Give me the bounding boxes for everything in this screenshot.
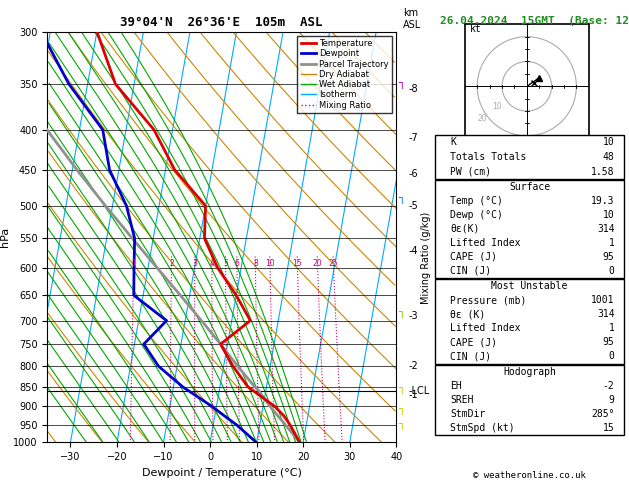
Text: Dewp (°C): Dewp (°C)	[450, 210, 503, 220]
Text: km
ASL: km ASL	[403, 8, 421, 30]
Text: Pressure (mb): Pressure (mb)	[450, 295, 526, 305]
Text: 8: 8	[253, 259, 258, 268]
Text: 1: 1	[609, 323, 615, 333]
Text: -1: -1	[409, 390, 419, 400]
Text: 4: 4	[209, 259, 214, 268]
Text: 10: 10	[603, 138, 615, 147]
Text: Most Unstable: Most Unstable	[491, 281, 568, 291]
Text: -2: -2	[409, 361, 419, 371]
Text: ┐: ┐	[398, 420, 404, 430]
Text: 1: 1	[131, 259, 136, 268]
Text: 20: 20	[477, 114, 487, 123]
Text: 285°: 285°	[591, 409, 615, 419]
Text: 9: 9	[609, 395, 615, 405]
Text: 6: 6	[235, 259, 240, 268]
Text: 26.04.2024  15GMT  (Base: 12): 26.04.2024 15GMT (Base: 12)	[440, 16, 629, 26]
Text: kt: kt	[470, 24, 482, 34]
Text: θε(K): θε(K)	[450, 224, 480, 234]
Text: 314: 314	[597, 309, 615, 319]
Text: 0: 0	[609, 351, 615, 362]
Text: CAPE (J): CAPE (J)	[450, 337, 498, 347]
Text: Mixing Ratio (g/kg): Mixing Ratio (g/kg)	[421, 211, 431, 304]
Text: 10: 10	[493, 102, 502, 111]
Text: -LCL: -LCL	[409, 386, 430, 396]
Text: 15: 15	[292, 259, 303, 268]
Text: ┐: ┐	[398, 79, 404, 89]
Text: 25: 25	[329, 259, 338, 268]
Legend: Temperature, Dewpoint, Parcel Trajectory, Dry Adiabat, Wet Adiabat, Isotherm, Mi: Temperature, Dewpoint, Parcel Trajectory…	[298, 36, 392, 113]
Text: 48: 48	[603, 152, 615, 162]
Text: CIN (J): CIN (J)	[450, 266, 491, 276]
Text: -5: -5	[409, 201, 419, 211]
Text: 1001: 1001	[591, 295, 615, 305]
Text: -7: -7	[409, 133, 419, 143]
Text: 10: 10	[265, 259, 275, 268]
Text: Lifted Index: Lifted Index	[450, 238, 521, 248]
Text: 95: 95	[603, 252, 615, 262]
X-axis label: Dewpoint / Temperature (°C): Dewpoint / Temperature (°C)	[142, 468, 302, 478]
Text: -3: -3	[409, 311, 419, 321]
Text: EH: EH	[450, 381, 462, 391]
Text: Lifted Index: Lifted Index	[450, 323, 521, 333]
Text: -6: -6	[409, 169, 419, 179]
Text: CAPE (J): CAPE (J)	[450, 252, 498, 262]
Text: PW (cm): PW (cm)	[450, 167, 491, 176]
Text: Temp (°C): Temp (°C)	[450, 196, 503, 206]
Text: θε (K): θε (K)	[450, 309, 486, 319]
Text: 0: 0	[609, 266, 615, 276]
Text: -4: -4	[409, 245, 419, 256]
Text: 3: 3	[192, 259, 198, 268]
Title: 39°04'N  26°36'E  105m  ASL: 39°04'N 26°36'E 105m ASL	[121, 16, 323, 29]
Text: 19.3: 19.3	[591, 196, 615, 206]
Text: 1: 1	[609, 238, 615, 248]
Text: 314: 314	[597, 224, 615, 234]
Text: K: K	[450, 138, 456, 147]
Text: StmSpd (kt): StmSpd (kt)	[450, 423, 515, 434]
Text: ┐: ┐	[398, 308, 404, 318]
Text: Hodograph: Hodograph	[503, 366, 556, 377]
Text: 95: 95	[603, 337, 615, 347]
Text: CIN (J): CIN (J)	[450, 351, 491, 362]
Text: 5: 5	[223, 259, 228, 268]
Y-axis label: hPa: hPa	[0, 227, 10, 247]
Text: ┐: ┐	[398, 194, 404, 204]
Text: ┐: ┐	[398, 405, 404, 415]
Text: © weatheronline.co.uk: © weatheronline.co.uk	[472, 471, 586, 480]
Text: -2: -2	[603, 381, 615, 391]
Text: StmDir: StmDir	[450, 409, 486, 419]
Text: Totals Totals: Totals Totals	[450, 152, 526, 162]
Text: 2: 2	[169, 259, 174, 268]
Text: 15: 15	[603, 423, 615, 434]
Text: 10: 10	[603, 210, 615, 220]
Text: Surface: Surface	[509, 182, 550, 192]
Text: ┐: ┐	[398, 384, 404, 394]
Text: -8: -8	[409, 84, 419, 94]
Text: 20: 20	[313, 259, 323, 268]
Text: SREH: SREH	[450, 395, 474, 405]
Text: 1.58: 1.58	[591, 167, 615, 176]
